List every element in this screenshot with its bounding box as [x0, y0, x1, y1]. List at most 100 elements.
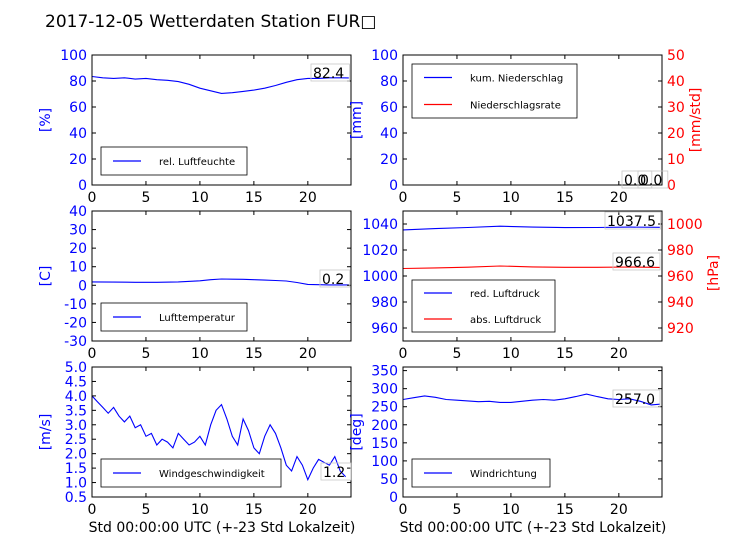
legend-label: red. Luftdruck [470, 289, 540, 300]
y-axis-label-right: [hPa] [706, 255, 722, 291]
panel-temperature: 0 5 10 15 20 -30 -20 -10 0 10 20 30 40 [C] Lufttempera… [38, 204, 352, 362]
y-tick-label: -30 [64, 334, 87, 350]
value-label: 0.0 [621, 170, 653, 189]
x-tick-label: 0 [88, 346, 97, 362]
y-tick-label: 0 [78, 278, 87, 294]
y-tick-label: 100 [371, 454, 398, 470]
y-tick-label: 3.0 [65, 418, 87, 434]
x-tick-label: 10 [191, 190, 209, 206]
y-tick-label: 980 [371, 295, 398, 311]
series-line-humidity-0 [92, 75, 349, 94]
legend-label: Niederschlagsrate [470, 101, 561, 112]
value-label: 257.0 [612, 389, 661, 408]
value-label: 0.2 [319, 269, 351, 288]
value-label: 0.0 [637, 170, 669, 189]
y-axis-label: [m/s] [38, 414, 54, 451]
x-tick-label: 20 [610, 190, 628, 206]
y-tick-label: 20 [69, 241, 87, 257]
y-tick-label: 4.0 [65, 389, 87, 405]
y-tick-label: -10 [64, 297, 87, 313]
plot-frame [402, 54, 663, 186]
x-tick-label: 0 [88, 502, 97, 518]
y-tick-label: 0.5 [65, 490, 87, 506]
y-tick-label: 1000 [362, 269, 398, 285]
y-tick-label-right: 20 [667, 126, 685, 142]
panel-wind-direction: 0 5 10 15 20050100150200250300350[deg]Windri… [349, 364, 663, 518]
legend: Windgeschwindigkeit [100, 458, 282, 488]
svg-text:0.2: 0.2 [322, 272, 344, 288]
series-line-temperature-0 [92, 278, 349, 286]
y-tick-label: 1.5 [65, 461, 87, 477]
y-tick-label: 20 [380, 152, 398, 168]
svg-text:1.2: 1.2 [323, 465, 345, 481]
y-tick-label: 0 [389, 178, 398, 194]
x-tick-label: 10 [502, 190, 520, 206]
panel-humidity: 0 5 10 15 20 0 20 40 60 80 100 [%] rel. Luftfeuchte 8… [38, 48, 352, 206]
x-tick-label: 15 [556, 502, 574, 518]
x-tick-label: 10 [502, 346, 520, 362]
y-tick-label: 80 [380, 74, 398, 90]
y-tick-label: 20 [69, 152, 87, 168]
y-tick-label: 30 [69, 223, 87, 239]
svg-text:1037.5: 1037.5 [607, 214, 656, 230]
series-line-pressure-0 [403, 225, 660, 231]
series-line-pressure-1 [403, 265, 660, 270]
plot-frame [402, 366, 663, 498]
x-axis-label-left: Std 00:00:00 UTC (+-23 Std Lokalzeit) [89, 520, 356, 536]
y-tick-label-right: 960 [667, 269, 694, 285]
y-tick-label: 2.5 [65, 432, 87, 448]
y-tick-label: 40 [380, 126, 398, 142]
y-tick-label: 150 [371, 436, 398, 452]
plot-frame [91, 54, 352, 186]
y-tick-label: -20 [64, 315, 87, 331]
value-label: 966.6 [612, 252, 661, 271]
x-tick-label: 15 [556, 346, 574, 362]
legend-label: rel. Luftfeuchte [159, 157, 235, 168]
y-tick-label: 350 [371, 364, 398, 380]
y-tick-label: 2.0 [65, 447, 87, 463]
y-tick-label: 10 [69, 260, 87, 276]
y-tick-label: 0 [78, 178, 87, 194]
series-line-wind-direction-0 [403, 393, 660, 406]
plot-frame [91, 366, 352, 498]
y-tick-label: 200 [371, 418, 398, 434]
value-label: 1037.5 [604, 211, 661, 230]
x-tick-label: 15 [245, 190, 263, 206]
y-tick-label-right: 0 [667, 178, 676, 194]
panel-pressure: 0 5 10 15 20 960 980 1000 1020 1040 920 940 960 980 10… [362, 210, 722, 362]
x-tick-label: 5 [452, 502, 461, 518]
figure-title: 2017-12-05 Wetterdaten Station FUR□ [45, 12, 376, 32]
x-tick-label: 15 [556, 190, 574, 206]
panel-precipitation: 0 5 10 15 20 0 20 40 60 80 100 0 10 20 30 40 50 [mm] [mm/s… [349, 48, 704, 206]
plot-frame [91, 210, 352, 342]
y-axis-label: [deg] [349, 413, 365, 450]
y-tick-label: 1020 [362, 243, 398, 259]
y-tick-label-right: 940 [667, 295, 694, 311]
y-tick-label: 60 [69, 100, 87, 116]
x-tick-label: 15 [245, 502, 263, 518]
x-tick-label: 10 [502, 502, 520, 518]
x-tick-label: 20 [610, 346, 628, 362]
x-tick-label: 10 [191, 502, 209, 518]
panel-wind-speed: 0 5 10 15 20 0.51.01.52.02.53.03.54.04.55.0 [m… [38, 360, 352, 518]
y-tick-label: 4.5 [65, 374, 87, 390]
y-tick-label: 1.0 [65, 476, 87, 492]
legend: Windrichtung [411, 458, 551, 488]
series-line-wind-speed-0 [92, 395, 347, 482]
value-label: 1.2 [320, 462, 352, 481]
y-tick-label: 40 [69, 204, 87, 220]
legend: kum. Niederschlag Niederschlagsrate [411, 63, 578, 119]
y-axis-label-right: [mm/std] [688, 88, 704, 153]
x-tick-label: 0 [399, 190, 408, 206]
y-tick-label: 5.0 [65, 360, 87, 376]
x-tick-label: 15 [245, 346, 263, 362]
value-label: 82.4 [310, 63, 350, 82]
y-tick-label: 80 [69, 74, 87, 90]
y-tick-label: 250 [371, 400, 398, 416]
x-tick-label: 5 [452, 190, 461, 206]
y-tick-label-right: 980 [667, 243, 694, 259]
x-tick-label: 0 [88, 190, 97, 206]
y-tick-label: 40 [69, 126, 87, 142]
y-tick-label-right: 40 [667, 74, 685, 90]
